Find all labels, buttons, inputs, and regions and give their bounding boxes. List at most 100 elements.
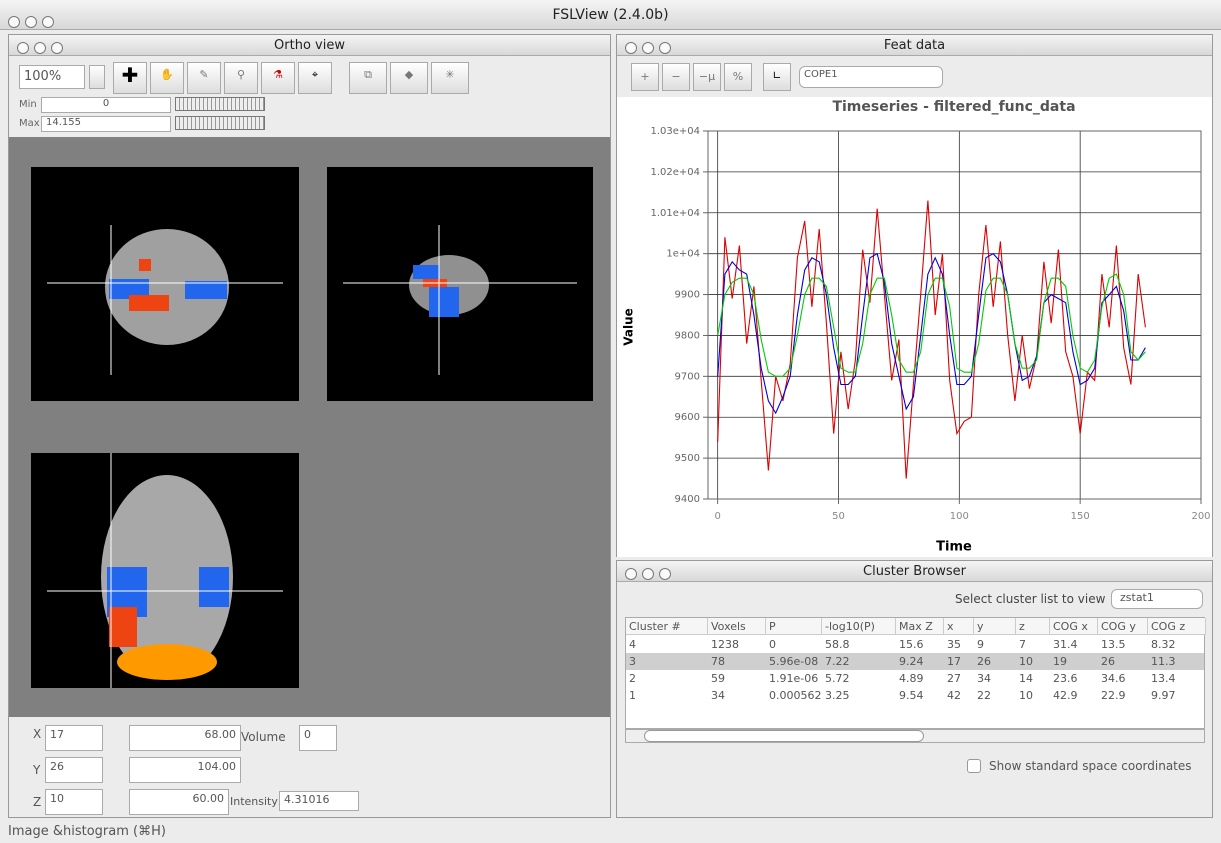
table-cell[interactable]: 3.25 [822,687,853,704]
table-cell[interactable]: 11.3 [1148,653,1179,670]
table-cell[interactable]: 10 [1016,653,1036,670]
zoom-stepper[interactable] [89,65,105,89]
feat-button[interactable]: − [662,63,690,91]
feat-button[interactable]: −μ [693,63,721,91]
table-cell[interactable]: 22 [974,687,994,704]
center-tool[interactable]: ⌖ [298,62,332,94]
feat-title: Feat data [884,38,945,53]
table-cell[interactable]: 1 [626,687,639,704]
column-header[interactable]: COG x [1050,618,1098,635]
pan-tool[interactable]: ✋ [150,62,184,94]
column-header[interactable]: y [974,618,1016,635]
table-cell[interactable]: 26 [974,653,994,670]
table-cell[interactable]: 1.91e-06 [766,670,821,687]
column-header[interactable]: Cluster # [626,618,708,635]
table-cell[interactable]: 19 [1050,653,1070,670]
table-cell[interactable]: 7 [1016,636,1029,653]
cursor-tool[interactable]: ✚ [113,62,147,94]
y-voxel[interactable]: 26 [45,757,103,783]
table-cell[interactable]: 0 [766,636,779,653]
panel-buttons[interactable] [17,40,68,61]
x-mm[interactable]: 68.00 [129,725,241,751]
column-header[interactable]: -log10(P) [822,618,896,635]
table-cell[interactable]: 42.9 [1050,687,1081,704]
table-cell[interactable]: 3 [626,653,639,670]
checkbox-label: Show standard space coordinates [989,759,1192,773]
y-tick-label: 9900 [675,290,700,301]
z-voxel[interactable]: 10 [45,789,103,815]
panel-buttons[interactable] [625,40,676,61]
feat-button[interactable]: + [631,63,659,91]
table-cell[interactable]: 9 [974,636,987,653]
table-cell[interactable]: 10 [1016,687,1036,704]
table-cell[interactable]: 0.000562 [766,687,825,704]
table-cell[interactable]: 58.8 [822,636,853,653]
cluster-title: Cluster Browser [863,564,966,579]
z-mm[interactable]: 60.00 [129,789,229,815]
table-cell[interactable]: 59 [708,670,728,687]
contrast-slider[interactable] [175,116,265,130]
table-cell[interactable]: 4 [626,636,639,653]
table-cell[interactable]: 42 [944,687,964,704]
y-tick-label: 9400 [675,494,700,505]
table-cell[interactable]: 14 [1016,670,1036,687]
column-header[interactable]: COG y [1098,618,1148,635]
table-cell[interactable]: 9.97 [1148,687,1179,704]
table-cell[interactable]: 8.32 [1148,636,1179,653]
column-header[interactable]: Voxels [708,618,766,635]
table-cell[interactable]: 7.22 [822,653,853,670]
cope-combo[interactable]: COPE1 [799,66,943,88]
table-cell[interactable]: 78 [708,653,728,670]
panel-buttons[interactable] [625,566,676,587]
table-cell[interactable]: 34 [974,670,994,687]
column-header[interactable]: z [1016,618,1050,635]
table-cell[interactable]: 26 [1098,653,1118,670]
blob [199,567,229,607]
column-header[interactable]: x [944,618,974,635]
table-cell[interactable]: 17 [944,653,964,670]
column-header[interactable]: P [766,618,822,635]
table-cell[interactable]: 23.6 [1050,670,1081,687]
fill-tool[interactable]: ⚗ [261,62,295,94]
cluster-table: Cluster #VoxelsP-log10(P)Max ZxyzCOG xCO… [625,617,1205,729]
view-button[interactable]: ✳ [431,62,469,94]
blob [139,259,151,271]
table-cell[interactable]: 15.6 [896,636,927,653]
h-scrollbar[interactable] [625,729,1205,743]
y-mm[interactable]: 104.00 [129,757,241,783]
max-field[interactable]: 14.155 [41,116,171,132]
checkbox[interactable] [967,759,981,773]
column-header[interactable]: COG z [1148,618,1206,635]
view-button[interactable]: ◆ [390,62,428,94]
table-cell[interactable]: 1238 [708,636,742,653]
table-cell[interactable]: 22.9 [1098,687,1129,704]
table-cell[interactable]: 9.54 [896,687,927,704]
table-cell[interactable]: 2 [626,670,639,687]
table-cell[interactable]: 5.96e-08 [766,653,821,670]
table-cell[interactable]: 31.4 [1050,636,1081,653]
zoom-tool[interactable]: ⚲ [224,62,258,94]
table-cell[interactable]: 35 [944,636,964,653]
volume-field[interactable]: 0 [299,725,337,751]
column-header[interactable]: Max Z [896,618,944,635]
feat-button[interactable]: % [724,63,752,91]
x-voxel[interactable]: 17 [45,725,103,751]
axis-button[interactable]: ∟ [763,63,791,91]
pen-tool[interactable]: ✎ [187,62,221,94]
table-cell[interactable]: 4.89 [896,670,927,687]
blob [413,265,439,279]
table-cell[interactable]: 9.24 [896,653,927,670]
table-cell[interactable]: 34 [708,687,728,704]
min-field[interactable]: 0 [41,97,171,113]
x-tick-label: 100 [950,511,969,522]
brightness-slider[interactable] [175,97,265,111]
view-button[interactable]: ⧉ [349,62,387,94]
table-cell[interactable]: 34.6 [1098,670,1129,687]
cluster-select[interactable]: zstat1 [1111,589,1203,609]
table-cell[interactable]: 13.4 [1148,670,1179,687]
table-cell[interactable]: 5.72 [822,670,853,687]
table-cell[interactable]: 27 [944,670,964,687]
zoom-combo[interactable]: 100% [19,65,85,89]
table-cell[interactable]: 13.5 [1098,636,1129,653]
x-tick-label: 150 [1071,511,1090,522]
